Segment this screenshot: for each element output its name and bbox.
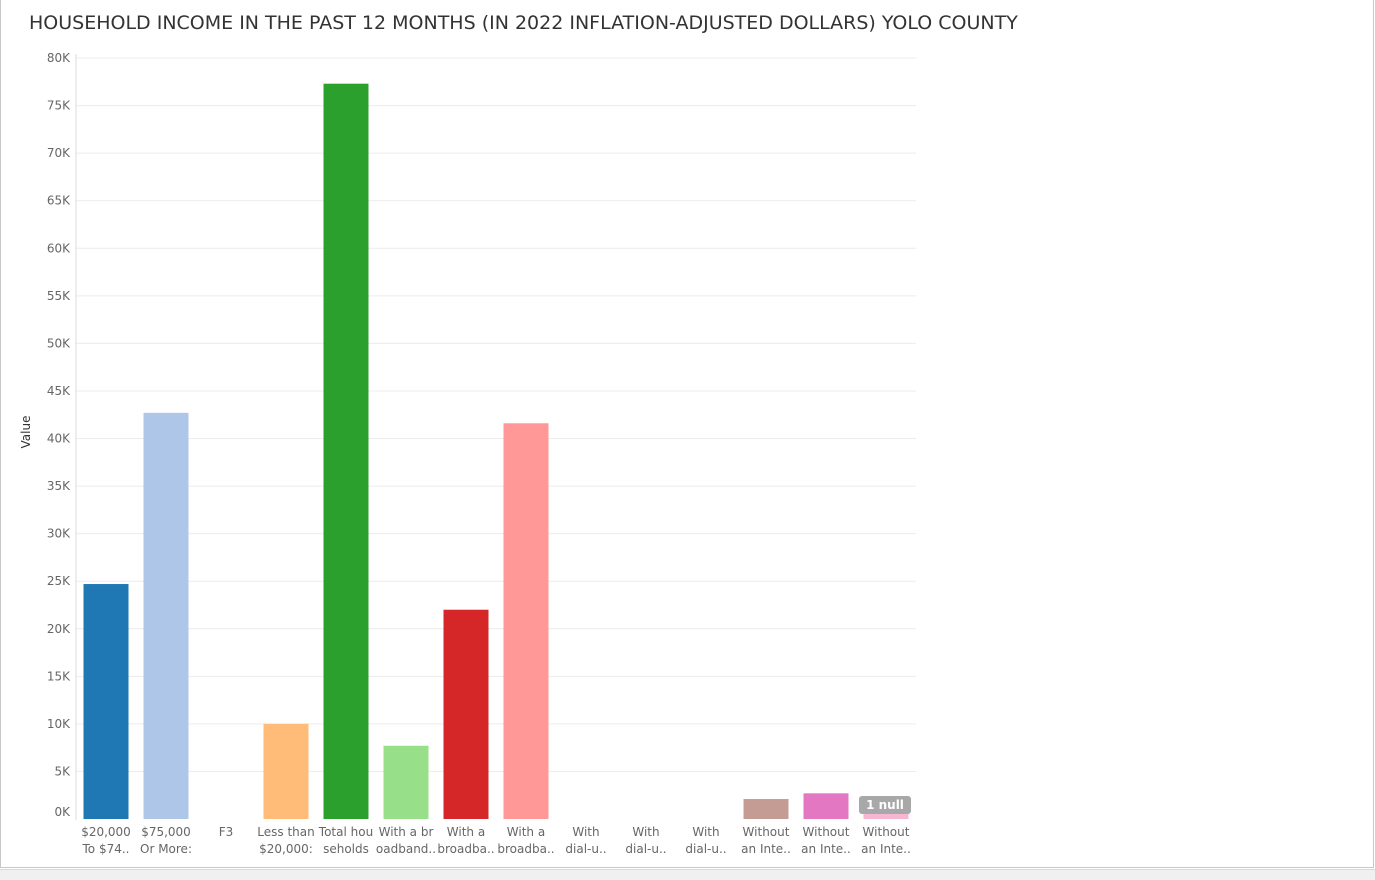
y-axis-label: Value (19, 416, 33, 449)
y-tick-label: 35K (47, 479, 71, 493)
x-tick-label: With (632, 825, 659, 839)
y-tick-label: 65K (47, 194, 71, 208)
bar[interactable] (83, 584, 129, 819)
x-tick-label: oadband.. (376, 842, 436, 856)
x-tick-label: With a (447, 825, 485, 839)
x-tick-label: dial-u.. (685, 842, 726, 856)
x-tick-label: To $74.. (82, 842, 130, 856)
x-tick-label: broadba.. (497, 842, 554, 856)
bar[interactable] (443, 609, 489, 819)
y-tick-label: 15K (47, 669, 71, 683)
bars (83, 83, 909, 820)
x-tick-label: an Inte.. (741, 842, 791, 856)
x-tick-label: With a br (379, 825, 434, 839)
bar[interactable] (143, 412, 189, 819)
x-tick-label: Without (743, 825, 790, 839)
gridlines (75, 54, 916, 820)
bottom-scrollbar-strip[interactable] (0, 869, 1375, 880)
x-tick-label: an Inte.. (801, 842, 851, 856)
x-tick-label: an Inte.. (861, 842, 911, 856)
x-tick-label: With (692, 825, 719, 839)
x-tick-label: Without (863, 825, 910, 839)
y-tick-label: 30K (47, 527, 71, 541)
y-tick-label: 20K (47, 622, 71, 636)
y-tick-label: 45K (47, 384, 71, 398)
bar[interactable] (383, 745, 429, 819)
y-tick-label: 0K (54, 805, 71, 819)
y-tick-label: 80K (47, 51, 71, 65)
x-tick-label: F3 (219, 825, 234, 839)
x-tick-label: Or More: (140, 842, 192, 856)
chart-title: HOUSEHOLD INCOME IN THE PAST 12 MONTHS (… (29, 12, 1018, 34)
x-tick-label: dial-u.. (625, 842, 666, 856)
y-tick-label: 70K (47, 146, 71, 160)
bar[interactable] (323, 83, 369, 820)
x-tick-label: broadba.. (437, 842, 494, 856)
bar[interactable] (503, 423, 549, 819)
x-tick-label: Without (803, 825, 850, 839)
y-tick-label: 10K (47, 717, 71, 731)
x-tick-label: seholds (323, 842, 369, 856)
x-tick-label: dial-u.. (565, 842, 606, 856)
x-tick-label: Total hou (318, 825, 373, 839)
y-tick-label: 55K (47, 289, 71, 303)
x-tick-label: Less than (257, 825, 314, 839)
y-tick-label: 5K (54, 764, 71, 778)
bar[interactable] (263, 723, 309, 819)
x-tick-label: $20,000 (81, 825, 131, 839)
y-axis-ticks: 0K 5K 10K 15K 20K 25K 30K 35K 40K 45K 50K 55K 60K 65K… (47, 51, 71, 819)
x-tick-label: $20,000: (259, 842, 313, 856)
y-tick-label: 40K (47, 432, 71, 446)
bar[interactable] (863, 813, 909, 819)
x-tick-label: $75,000 (141, 825, 191, 839)
null-badge-label: 1 null (866, 798, 904, 812)
bar[interactable] (743, 799, 789, 819)
x-axis-ticks: $20,000 To $74.. $75,000 Or More: F3 Less tha… (81, 825, 911, 856)
y-tick-label: 60K (47, 241, 71, 255)
y-tick-label: 25K (47, 574, 71, 588)
bar[interactable] (803, 793, 849, 819)
null-badge-background (859, 796, 911, 814)
x-tick-label: With (572, 825, 599, 839)
y-tick-label: 75K (47, 99, 71, 113)
x-tick-label: With a (507, 825, 545, 839)
y-tick-label: 50K (47, 336, 71, 350)
null-indicator-badge[interactable]: 1 null (859, 796, 911, 814)
